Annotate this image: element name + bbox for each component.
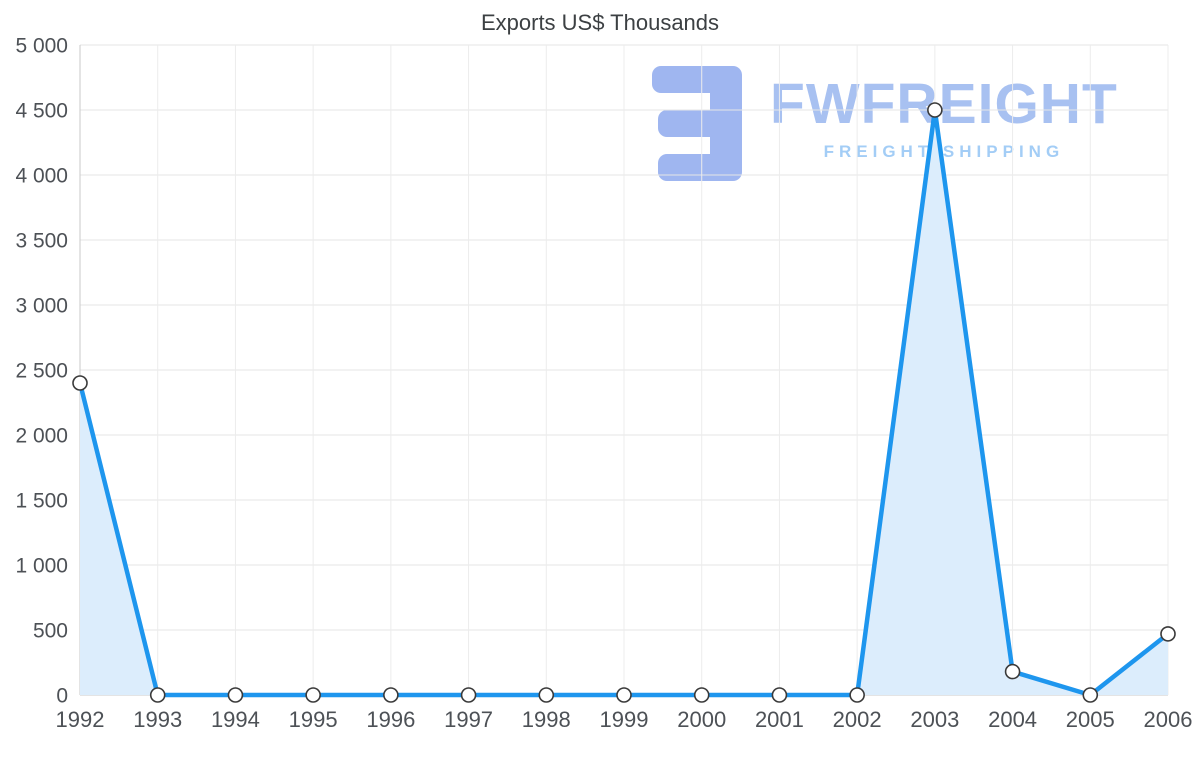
data-point-marker <box>149 687 166 703</box>
y-tick-label: 1 500 <box>15 489 68 512</box>
x-tick-label: 2005 <box>1066 707 1115 732</box>
y-tick-label: 3 500 <box>15 229 68 252</box>
x-tick-label: 2000 <box>677 707 726 732</box>
x-tick-label: 1998 <box>522 707 571 732</box>
data-point-marker <box>771 687 788 703</box>
x-tick-label: 1992 <box>56 707 105 732</box>
data-point-marker <box>1004 663 1021 680</box>
data-point-marker <box>72 375 88 391</box>
x-tick-label: 1995 <box>289 707 338 732</box>
data-point-marker <box>227 687 244 703</box>
data-point-marker <box>1160 626 1176 642</box>
x-tick-label: 2001 <box>755 707 804 732</box>
x-tick-label: 2006 <box>1144 707 1193 732</box>
x-tick-label: 1997 <box>444 707 493 732</box>
x-tick-label: 1996 <box>366 707 415 732</box>
data-point-marker <box>538 687 555 703</box>
chart-title: Exports US$ Thousands <box>480 10 720 35</box>
x-tick-label: 1994 <box>211 707 260 732</box>
y-tick-label: 1 000 <box>15 554 68 577</box>
data-point-marker <box>1082 687 1099 703</box>
y-tick-label: 2 000 <box>15 424 68 447</box>
x-tick-label: 1993 <box>133 707 182 732</box>
y-tick-label: 4 000 <box>15 164 68 187</box>
data-point-marker <box>460 687 477 703</box>
data-point-marker <box>383 687 399 703</box>
data-point-marker <box>305 687 321 703</box>
y-tick-label: 3 000 <box>15 294 68 317</box>
x-tick-label: 2002 <box>833 707 882 732</box>
y-tick-label: 500 <box>33 619 68 642</box>
x-tick-label: 2004 <box>988 707 1037 732</box>
x-tick-label: 2003 <box>910 707 959 732</box>
y-tick-label: 0 <box>56 684 68 707</box>
y-tick-label: 2 500 <box>15 359 68 382</box>
data-point-marker <box>849 687 865 703</box>
y-tick-label: 5 000 <box>15 34 68 57</box>
data-point-marker <box>693 687 710 703</box>
data-point-marker <box>616 687 632 703</box>
data-point-marker <box>927 102 943 118</box>
x-tick-label: 1999 <box>600 707 649 732</box>
y-tick-label: 4 500 <box>15 99 68 122</box>
area-fill <box>80 110 1168 695</box>
